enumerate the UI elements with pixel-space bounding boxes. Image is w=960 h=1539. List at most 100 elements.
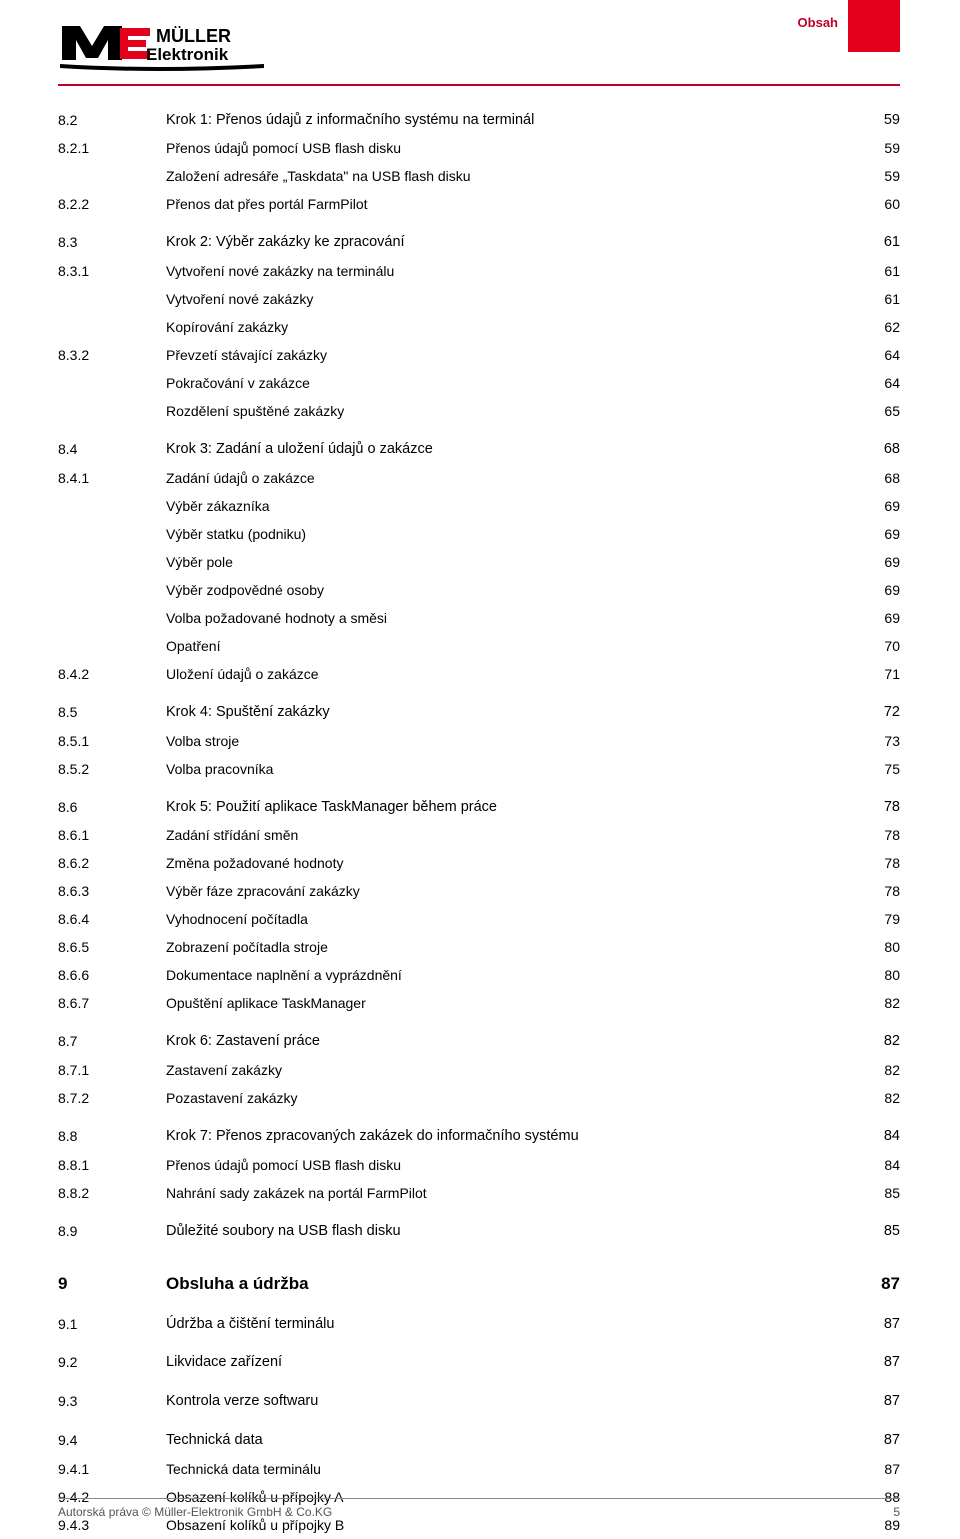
toc-page: 87	[860, 1459, 900, 1480]
toc-page: 78	[860, 825, 900, 846]
toc-page: 61	[860, 261, 900, 282]
logo-text-top: MÜLLER	[156, 26, 231, 46]
toc-title: Přenos údajů pomocí USB flash disku	[166, 138, 860, 159]
toc-row: 8.7Krok 6: Zastavení práce82	[58, 1028, 900, 1057]
toc-title: Krok 7: Přenos zpracovaných zakázek do i…	[166, 1126, 860, 1148]
toc-page: 69	[860, 524, 900, 545]
toc-title: Vyhodnocení počítadla	[166, 909, 860, 930]
toc-title: Kopírování zakázky	[166, 317, 860, 338]
toc-number: 8.5.2	[58, 759, 166, 780]
toc-number: 8.3.2	[58, 345, 166, 366]
toc-gap	[58, 1300, 900, 1310]
toc-number	[58, 401, 166, 422]
toc-gap	[58, 1378, 900, 1388]
header-section-label: Obsah	[798, 15, 838, 30]
toc-page: 80	[860, 937, 900, 958]
toc-title: Pozastavení zakázky	[166, 1088, 860, 1109]
toc-number: 8.6	[58, 797, 166, 819]
toc-number	[58, 496, 166, 517]
toc-row: 8.8.1Přenos údajů pomocí USB flash disku…	[58, 1151, 900, 1179]
header-red-square	[848, 0, 900, 52]
toc-number	[58, 289, 166, 310]
toc-title: Volba požadované hodnoty a směsi	[166, 608, 860, 629]
toc-title: Krok 4: Spuštění zakázky	[166, 702, 860, 724]
toc-number	[58, 166, 166, 187]
toc-title: Krok 3: Zadání a uložení údajů o zakázce	[166, 439, 860, 461]
toc-title: Převzetí stávající zakázky	[166, 345, 860, 366]
toc-title: Výběr zodpovědné osoby	[166, 580, 860, 601]
toc-number: 9.4.1	[58, 1459, 166, 1480]
toc-row: Opatření70	[58, 632, 900, 660]
toc-title: Výběr zákazníka	[166, 496, 860, 517]
toc-title: Změna požadované hodnoty	[166, 853, 860, 874]
toc-row: 8.6.1Zadání střídání směn78	[58, 822, 900, 850]
toc-number: 8.8.1	[58, 1155, 166, 1176]
toc-number: 8.2.2	[58, 194, 166, 215]
toc-page: 60	[860, 194, 900, 215]
toc-number: 9.2	[58, 1352, 166, 1374]
toc-number	[58, 580, 166, 601]
toc-title: Obsluha a údržba	[166, 1274, 860, 1294]
toc-page: 87	[860, 1391, 900, 1413]
toc-page: 69	[860, 552, 900, 573]
toc-row: 9.4Technická data87	[58, 1426, 900, 1455]
toc-page: 70	[860, 636, 900, 657]
toc-page: 84	[860, 1155, 900, 1176]
toc-row: Výběr zodpovědné osoby69	[58, 576, 900, 604]
page-header: MÜLLER Elektronik Obsah	[58, 0, 900, 84]
toc-number: 9.4	[58, 1430, 166, 1452]
toc-number: 8.5	[58, 702, 166, 724]
toc-page: 68	[860, 439, 900, 461]
toc-number: 9.3	[58, 1391, 166, 1413]
toc-title: Uložení údajů o zakázce	[166, 664, 860, 685]
toc-number: 8.4.1	[58, 468, 166, 489]
toc-row: 8.4.2Uložení údajů o zakázce71	[58, 660, 900, 688]
toc-page: 82	[860, 1088, 900, 1109]
toc-page: 85	[860, 1183, 900, 1204]
toc-title: Volba pracovníka	[166, 759, 860, 780]
toc-number: 8.4	[58, 439, 166, 461]
toc-page: 64	[860, 345, 900, 366]
toc-title: Krok 5: Použití aplikace TaskManager běh…	[166, 797, 860, 819]
toc-number: 8.6.5	[58, 937, 166, 958]
header-rule	[58, 84, 900, 86]
toc-title: Založení adresáře „Taskdata" na USB flas…	[166, 166, 860, 187]
toc-row: Výběr statku (podniku)69	[58, 520, 900, 548]
toc-row: 8.3.1Vytvoření nové zakázky na terminálu…	[58, 258, 900, 286]
toc-number	[58, 373, 166, 394]
toc-row: 8.6.3Výběr fáze zpracování zakázky78	[58, 878, 900, 906]
toc-title: Technická data terminálu	[166, 1459, 860, 1480]
toc-row: Založení adresáře „Taskdata" na USB flas…	[58, 163, 900, 191]
toc-row: 9.3Kontrola verze softwaru87	[58, 1388, 900, 1417]
toc-row: 8.3.2Převzetí stávající zakázky64	[58, 342, 900, 370]
toc-number	[58, 608, 166, 629]
toc-number: 8.7.1	[58, 1060, 166, 1081]
toc-row: 8.6.5Zobrazení počítadla stroje80	[58, 934, 900, 962]
footer-copyright: Autorská práva © Müller-Elektronik GmbH …	[58, 1505, 332, 1519]
toc-row: 8.5.2Volba pracovníka75	[58, 755, 900, 783]
toc-title: Důležité soubory na USB flash disku	[166, 1221, 860, 1243]
toc-number: 8.7	[58, 1031, 166, 1053]
toc-row: Vytvoření nové zakázky61	[58, 286, 900, 314]
toc-row: 8.5.1Volba stroje73	[58, 727, 900, 755]
toc-page: 82	[860, 1031, 900, 1053]
toc-page: 61	[860, 289, 900, 310]
toc-number: 8.9	[58, 1221, 166, 1243]
toc-number: 8.2.1	[58, 138, 166, 159]
toc-title: Nahrání sady zakázek na portál FarmPilot	[166, 1183, 860, 1204]
page: MÜLLER Elektronik Obsah 8.2Krok 1: Přeno…	[0, 0, 960, 1539]
toc-gap	[58, 1018, 900, 1028]
toc-title: Volba stroje	[166, 731, 860, 752]
toc-page: 62	[860, 317, 900, 338]
toc-page: 69	[860, 580, 900, 601]
toc-row: 8.6.6Dokumentace naplnění a vyprázdnění8…	[58, 962, 900, 990]
toc-title: Opuštění aplikace TaskManager	[166, 993, 860, 1014]
toc-number: 8.6.6	[58, 965, 166, 986]
toc-number	[58, 524, 166, 545]
toc-page: 85	[860, 1221, 900, 1243]
toc-number: 9	[58, 1274, 166, 1294]
toc-title: Krok 2: Výběr zakázky ke zpracování	[166, 232, 860, 254]
toc-title: Výběr pole	[166, 552, 860, 573]
toc-number: 8.3	[58, 232, 166, 254]
toc-page: 80	[860, 965, 900, 986]
